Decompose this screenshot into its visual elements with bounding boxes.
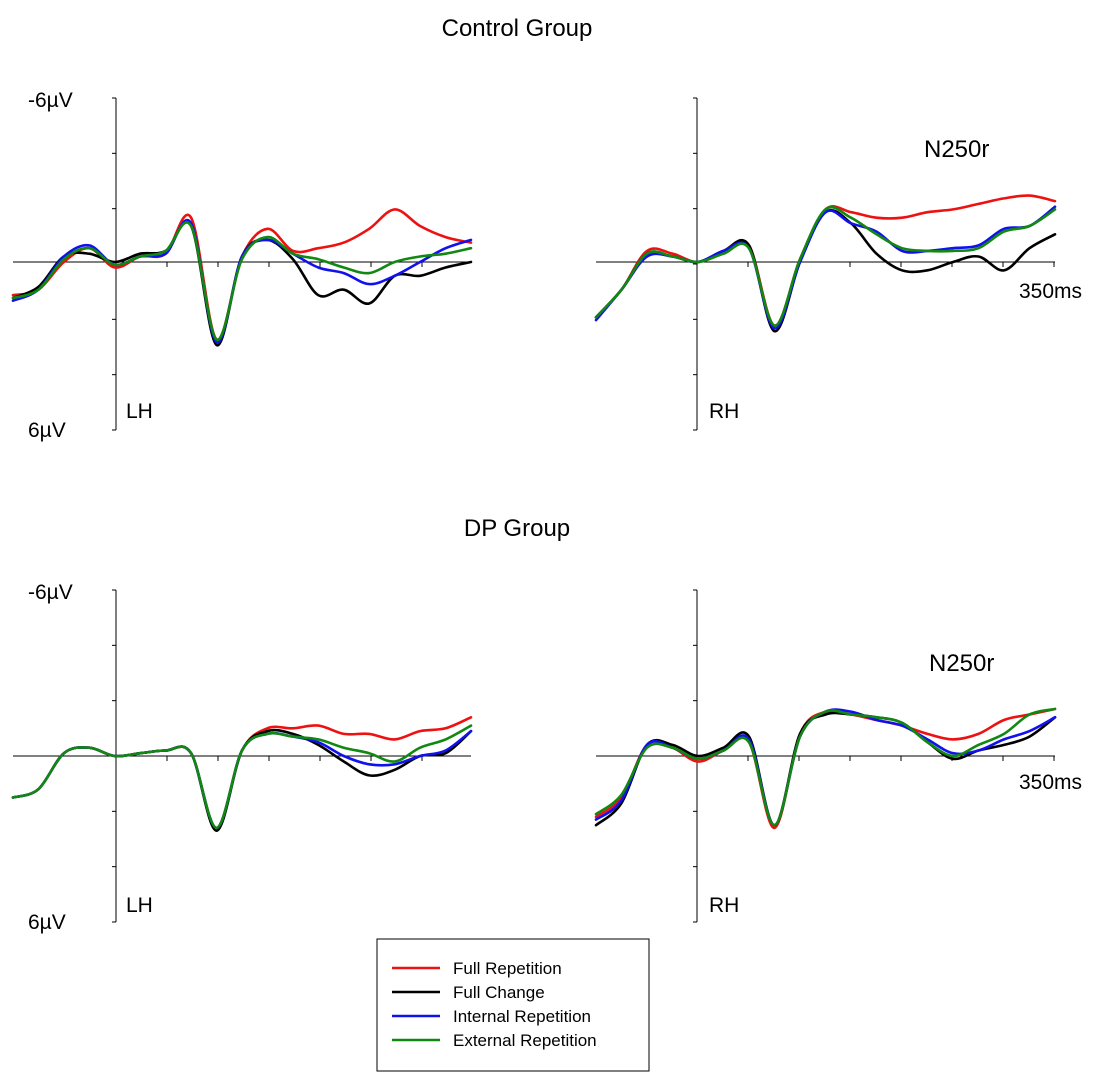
series-line-internal-repetition xyxy=(594,708,1057,827)
control-lh-panel xyxy=(11,97,473,431)
plot-area xyxy=(11,97,1057,923)
dp-y-top-label: -6µV xyxy=(28,581,73,604)
control-y-bottom-label: 6µV xyxy=(28,419,66,442)
control-rh-panel xyxy=(594,97,1057,431)
series-line-internal-repetition xyxy=(11,729,473,830)
series-line-full-repetition xyxy=(11,716,473,830)
dp-lh-label: LH xyxy=(126,894,153,917)
dp-lh-panel xyxy=(11,589,473,923)
dp-x-end-label: 350ms xyxy=(1019,771,1082,794)
series-line-external-repetition xyxy=(594,205,1057,327)
series-line-full-change xyxy=(11,728,473,832)
control-lh-label: LH xyxy=(126,400,153,423)
series-line-internal-repetition xyxy=(11,218,473,344)
legend: Full Repetition Full Change Internal Repet… xyxy=(376,938,650,1072)
dp-n250r-annotation: N250r xyxy=(929,650,994,677)
series-line-full-change xyxy=(11,221,473,347)
series-line-external-repetition xyxy=(11,221,473,341)
control-n250r-annotation: N250r xyxy=(924,136,989,163)
legend-label: Full Change xyxy=(453,983,545,1002)
series-line-full-change xyxy=(594,208,1057,333)
control-y-top-label: -6µV xyxy=(28,89,73,112)
series-line-internal-repetition xyxy=(594,205,1057,330)
control-rh-label: RH xyxy=(709,400,739,423)
control-group-title: Control Group xyxy=(442,15,593,42)
legend-label: Full Repetition xyxy=(453,959,562,978)
dp-rh-panel xyxy=(594,589,1057,923)
series-line-external-repetition xyxy=(11,724,473,830)
control-x-end-label: 350ms xyxy=(1019,280,1082,303)
dp-y-bottom-label: 6µV xyxy=(28,911,66,934)
series-line-full-repetition xyxy=(594,707,1057,830)
legend-box xyxy=(376,938,650,1072)
series-line-external-repetition xyxy=(594,707,1057,827)
dp-rh-label: RH xyxy=(709,894,739,917)
dp-group-title: DP Group xyxy=(464,515,570,542)
legend-label: Internal Repetition xyxy=(453,1007,591,1026)
legend-label: External Repetition xyxy=(453,1031,597,1050)
